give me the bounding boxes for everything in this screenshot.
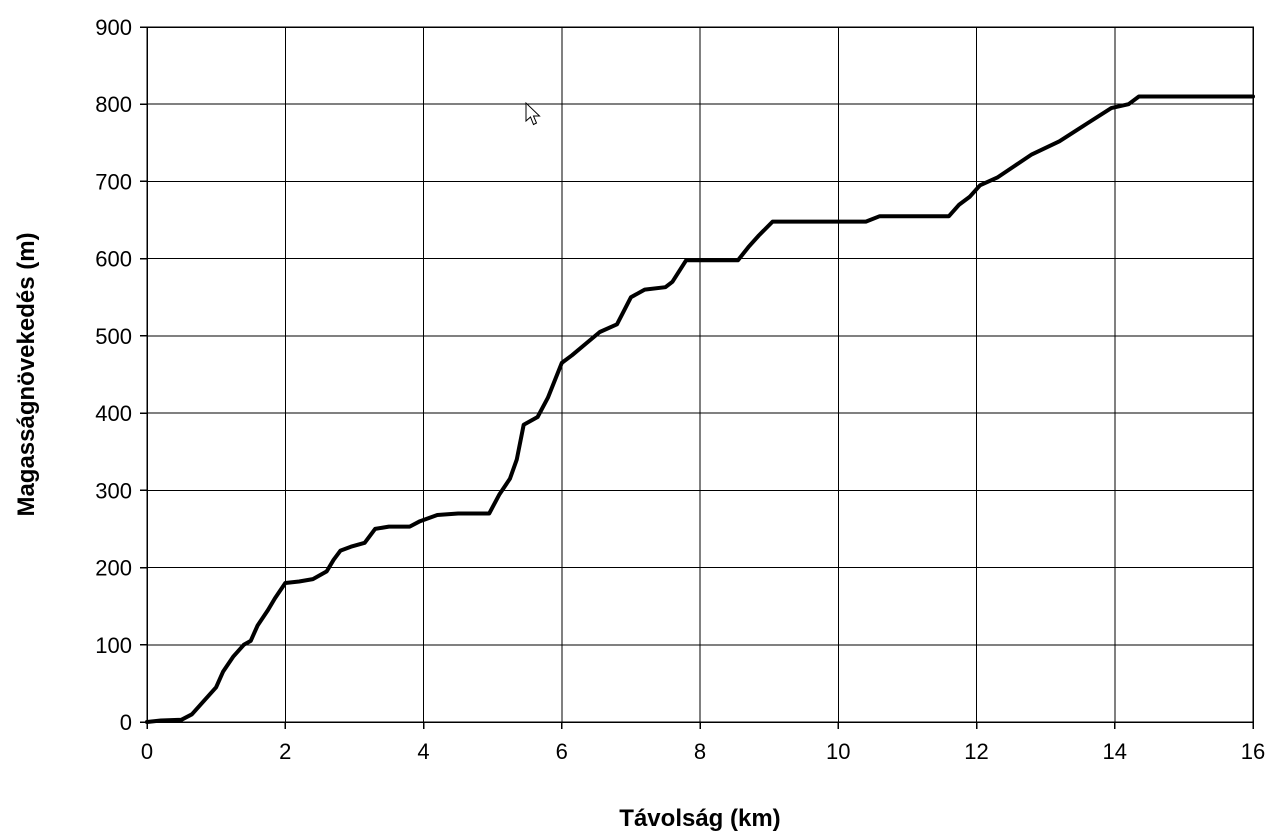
series-layer <box>145 94 1255 724</box>
mouse-pointer-icon <box>525 101 541 126</box>
series-line <box>145 94 1255 724</box>
y-tick-label: 300 <box>95 478 132 503</box>
x-tick-label: 12 <box>964 739 988 764</box>
y-tick-label: 400 <box>95 401 132 426</box>
x-tick-label: 14 <box>1103 739 1127 764</box>
y-tick-label: 800 <box>95 92 132 117</box>
y-tick-label: 0 <box>120 710 132 735</box>
y-tick-label: 100 <box>95 633 132 658</box>
grid <box>146 26 1254 723</box>
x-tick-label: 10 <box>826 739 850 764</box>
axis-ticks <box>140 26 1254 729</box>
y-tick-labels: 0 100 200 300 400 500 600 700 800 900 <box>95 15 132 735</box>
y-tick-label: 600 <box>95 247 132 272</box>
x-tick-label: 6 <box>556 739 568 764</box>
y-tick-label: 200 <box>95 556 132 581</box>
x-tick-label: 16 <box>1241 739 1265 764</box>
x-tick-label: 2 <box>279 739 291 764</box>
x-tick-label: 0 <box>141 739 153 764</box>
x-tick-label: 4 <box>417 739 429 764</box>
y-tick-label: 500 <box>95 324 132 349</box>
x-tick-labels: 0 2 4 6 8 10 12 14 16 <box>141 739 1265 764</box>
y-axis-title: Magasságnövekedés (m) <box>13 232 40 516</box>
y-tick-label: 900 <box>95 15 132 40</box>
x-tick-label: 8 <box>694 739 706 764</box>
y-tick-label: 700 <box>95 169 132 194</box>
x-axis-title: Távolság (km) <box>619 805 780 832</box>
